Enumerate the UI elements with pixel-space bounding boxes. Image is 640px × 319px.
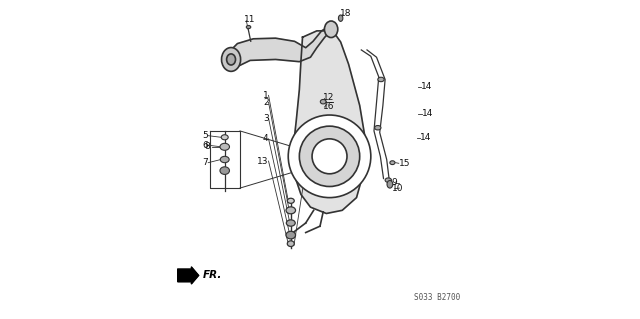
Ellipse shape: [385, 178, 392, 182]
Ellipse shape: [286, 207, 296, 214]
Text: 14: 14: [422, 109, 433, 118]
Text: 4: 4: [263, 134, 269, 143]
Polygon shape: [178, 267, 198, 284]
Ellipse shape: [286, 231, 296, 239]
Text: 10: 10: [392, 184, 403, 193]
Text: 8: 8: [205, 142, 211, 151]
Text: 18: 18: [340, 9, 351, 18]
Ellipse shape: [220, 156, 229, 163]
Ellipse shape: [220, 143, 230, 150]
Text: 1: 1: [263, 91, 269, 100]
Text: 5: 5: [202, 131, 208, 140]
Text: 7: 7: [202, 158, 208, 167]
Ellipse shape: [378, 77, 384, 82]
Text: 6: 6: [202, 141, 208, 150]
Text: 16: 16: [323, 102, 334, 111]
Circle shape: [312, 139, 347, 174]
Ellipse shape: [287, 198, 294, 203]
Ellipse shape: [374, 125, 381, 130]
Text: 3: 3: [263, 114, 269, 123]
Ellipse shape: [387, 181, 393, 188]
Ellipse shape: [221, 135, 228, 140]
Text: 14: 14: [420, 133, 431, 142]
Text: 17: 17: [303, 165, 315, 174]
Circle shape: [288, 115, 371, 197]
Ellipse shape: [320, 100, 326, 104]
Polygon shape: [293, 31, 364, 213]
Ellipse shape: [324, 21, 338, 38]
Circle shape: [300, 126, 360, 187]
Ellipse shape: [339, 15, 343, 21]
Ellipse shape: [227, 54, 236, 65]
Ellipse shape: [286, 220, 295, 226]
Ellipse shape: [221, 48, 241, 71]
Polygon shape: [230, 26, 333, 69]
Text: 14: 14: [421, 82, 433, 91]
Text: 2: 2: [263, 98, 269, 107]
Text: 11: 11: [244, 15, 256, 24]
Ellipse shape: [390, 161, 395, 165]
Text: 12: 12: [323, 93, 334, 102]
Ellipse shape: [287, 241, 294, 247]
Ellipse shape: [220, 167, 230, 174]
Text: 13: 13: [257, 157, 269, 166]
Text: 15: 15: [399, 159, 410, 168]
Text: 9: 9: [392, 178, 397, 187]
Text: FR.: FR.: [202, 271, 222, 280]
Ellipse shape: [246, 26, 251, 29]
Text: S033 B2700: S033 B2700: [414, 293, 461, 302]
